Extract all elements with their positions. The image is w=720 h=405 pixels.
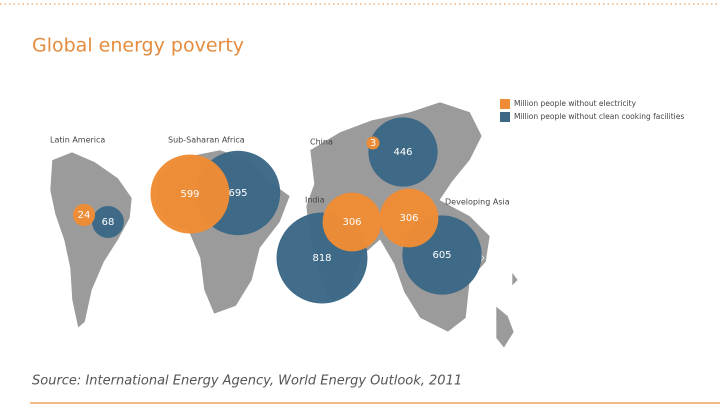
bubble-label: 24 <box>78 210 91 221</box>
bubble-label: 446 <box>393 147 412 158</box>
bubble <box>92 206 124 238</box>
legend-swatch <box>500 99 510 109</box>
bubble <box>379 188 439 248</box>
south-america <box>49 151 133 329</box>
region-label: China <box>310 138 333 147</box>
bubble-label: 818 <box>312 253 331 264</box>
bubble-label: 306 <box>342 217 361 228</box>
bubble <box>322 192 382 252</box>
bubble <box>72 203 96 227</box>
bubble-label: 599 <box>180 189 199 200</box>
legend-label: Million people without electricity <box>514 99 637 108</box>
bubble-label: 306 <box>399 213 418 224</box>
legend-label: Million people without clean cooking fac… <box>514 112 684 121</box>
region-label: Developing Asia <box>445 198 510 207</box>
bubble-label: 605 <box>432 250 451 261</box>
region-label: Sub-Saharan Africa <box>168 136 245 145</box>
bubble <box>150 154 230 234</box>
region-label: India <box>305 196 325 205</box>
title: Global energy poverty <box>32 35 244 57</box>
bubble <box>366 136 380 150</box>
bubble <box>368 117 438 187</box>
bubble-label: 695 <box>228 188 247 199</box>
source: Source: International Energy Agency, Wor… <box>32 374 462 389</box>
legend-swatch <box>500 112 510 122</box>
region-label: Latin America <box>50 136 105 145</box>
bubble-label: 68 <box>102 217 115 228</box>
bubble-label: 3 <box>370 138 376 149</box>
